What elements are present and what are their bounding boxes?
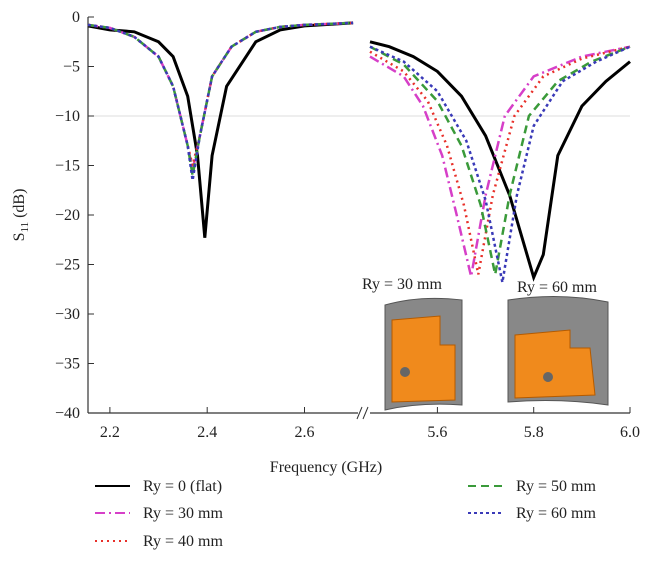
annotation: Ry = 30 mm (362, 276, 443, 293)
y-label-symbol: S (11, 233, 28, 242)
legend-label: Ry = 30 mm (143, 505, 224, 522)
page: {"chart_data": {"type": "line", "ylabel"… (0, 0, 645, 587)
y-tick-label: −20 (55, 207, 80, 224)
y-tick-label: −15 (55, 158, 80, 175)
y-tick-label: −35 (55, 356, 80, 373)
y-tick-label: 0 (72, 9, 80, 26)
legend-label: Ry = 50 mm (516, 478, 597, 495)
x-tick-label: 2.4 (197, 424, 217, 441)
y-tick-label: −30 (55, 306, 80, 323)
x-tick-label: 5.8 (524, 424, 544, 441)
series-line (88, 23, 630, 275)
y-label-unit: (dB) (11, 189, 28, 218)
x-axis-label: Frequency (GHz) (270, 459, 382, 476)
annotation: Ry = 60 mm (517, 279, 598, 296)
x-tick-label: 2.6 (294, 424, 314, 441)
legend-label: Ry = 60 mm (516, 505, 597, 522)
y-label-subscript: 11 (19, 222, 31, 233)
y-tick-label: −10 (55, 108, 80, 125)
feed-30 (400, 367, 410, 377)
feed-60 (543, 372, 553, 382)
x-tick-label: 2.2 (100, 424, 120, 441)
series-line (88, 23, 630, 275)
y-tick-label: −5 (63, 59, 80, 76)
legend-label: Ry = 0 (flat) (143, 478, 222, 495)
chart: Ry = 30 mm Ry = 60 mm Frequency (GHz) S1… (0, 0, 645, 582)
series-line (88, 23, 630, 282)
y-axis-label: S11 (dB) (11, 189, 31, 242)
legend-label: Ry = 40 mm (143, 533, 224, 550)
x-tick-label: 5.6 (427, 424, 447, 441)
x-tick-label: 6.0 (620, 424, 640, 441)
axis-break (357, 407, 368, 419)
series-line (88, 23, 630, 278)
antenna-icons (385, 296, 608, 410)
series-line (88, 23, 630, 277)
y-tick-label: −40 (55, 405, 80, 422)
y-tick-label: −25 (55, 257, 80, 274)
